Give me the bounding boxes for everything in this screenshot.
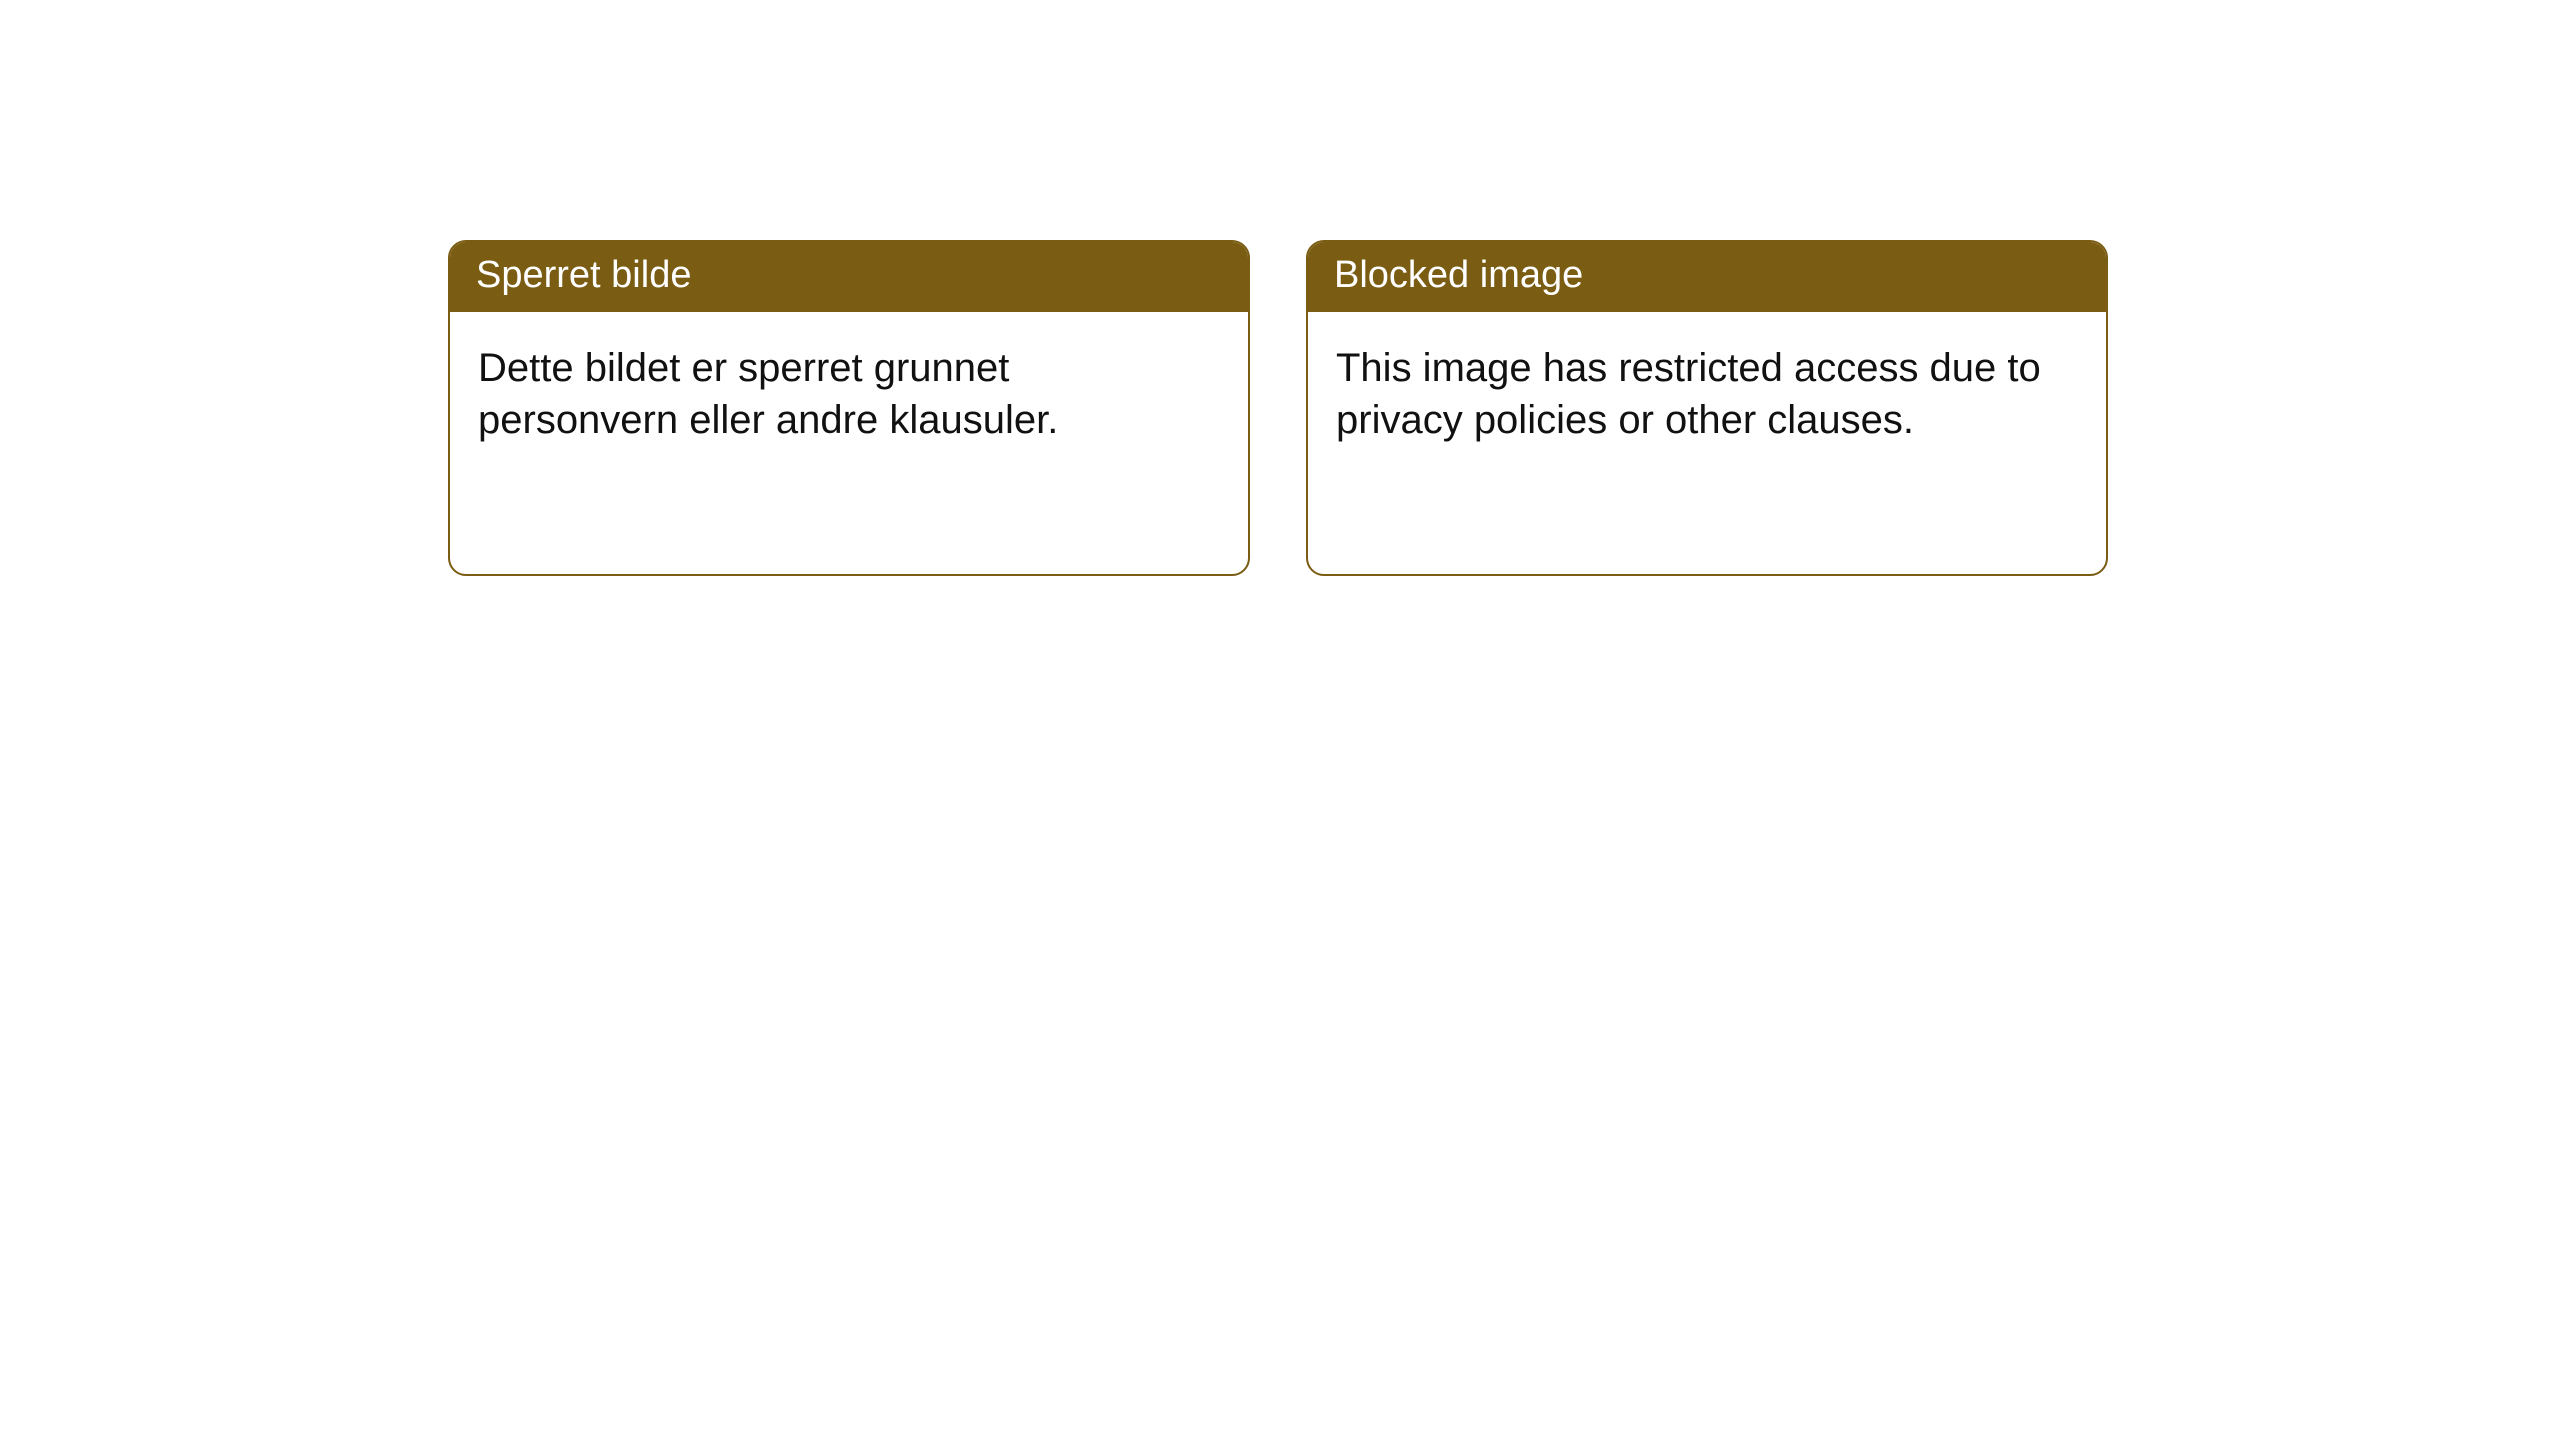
card-header-norwegian: Sperret bilde (450, 242, 1248, 312)
blocked-image-card-english: Blocked image This image has restricted … (1306, 240, 2108, 576)
card-body-english: This image has restricted access due to … (1308, 312, 2106, 476)
blocked-image-card-norwegian: Sperret bilde Dette bildet er sperret gr… (448, 240, 1250, 576)
card-body-norwegian: Dette bildet er sperret grunnet personve… (450, 312, 1248, 476)
notice-container: Sperret bilde Dette bildet er sperret gr… (0, 0, 2560, 576)
card-header-english: Blocked image (1308, 242, 2106, 312)
